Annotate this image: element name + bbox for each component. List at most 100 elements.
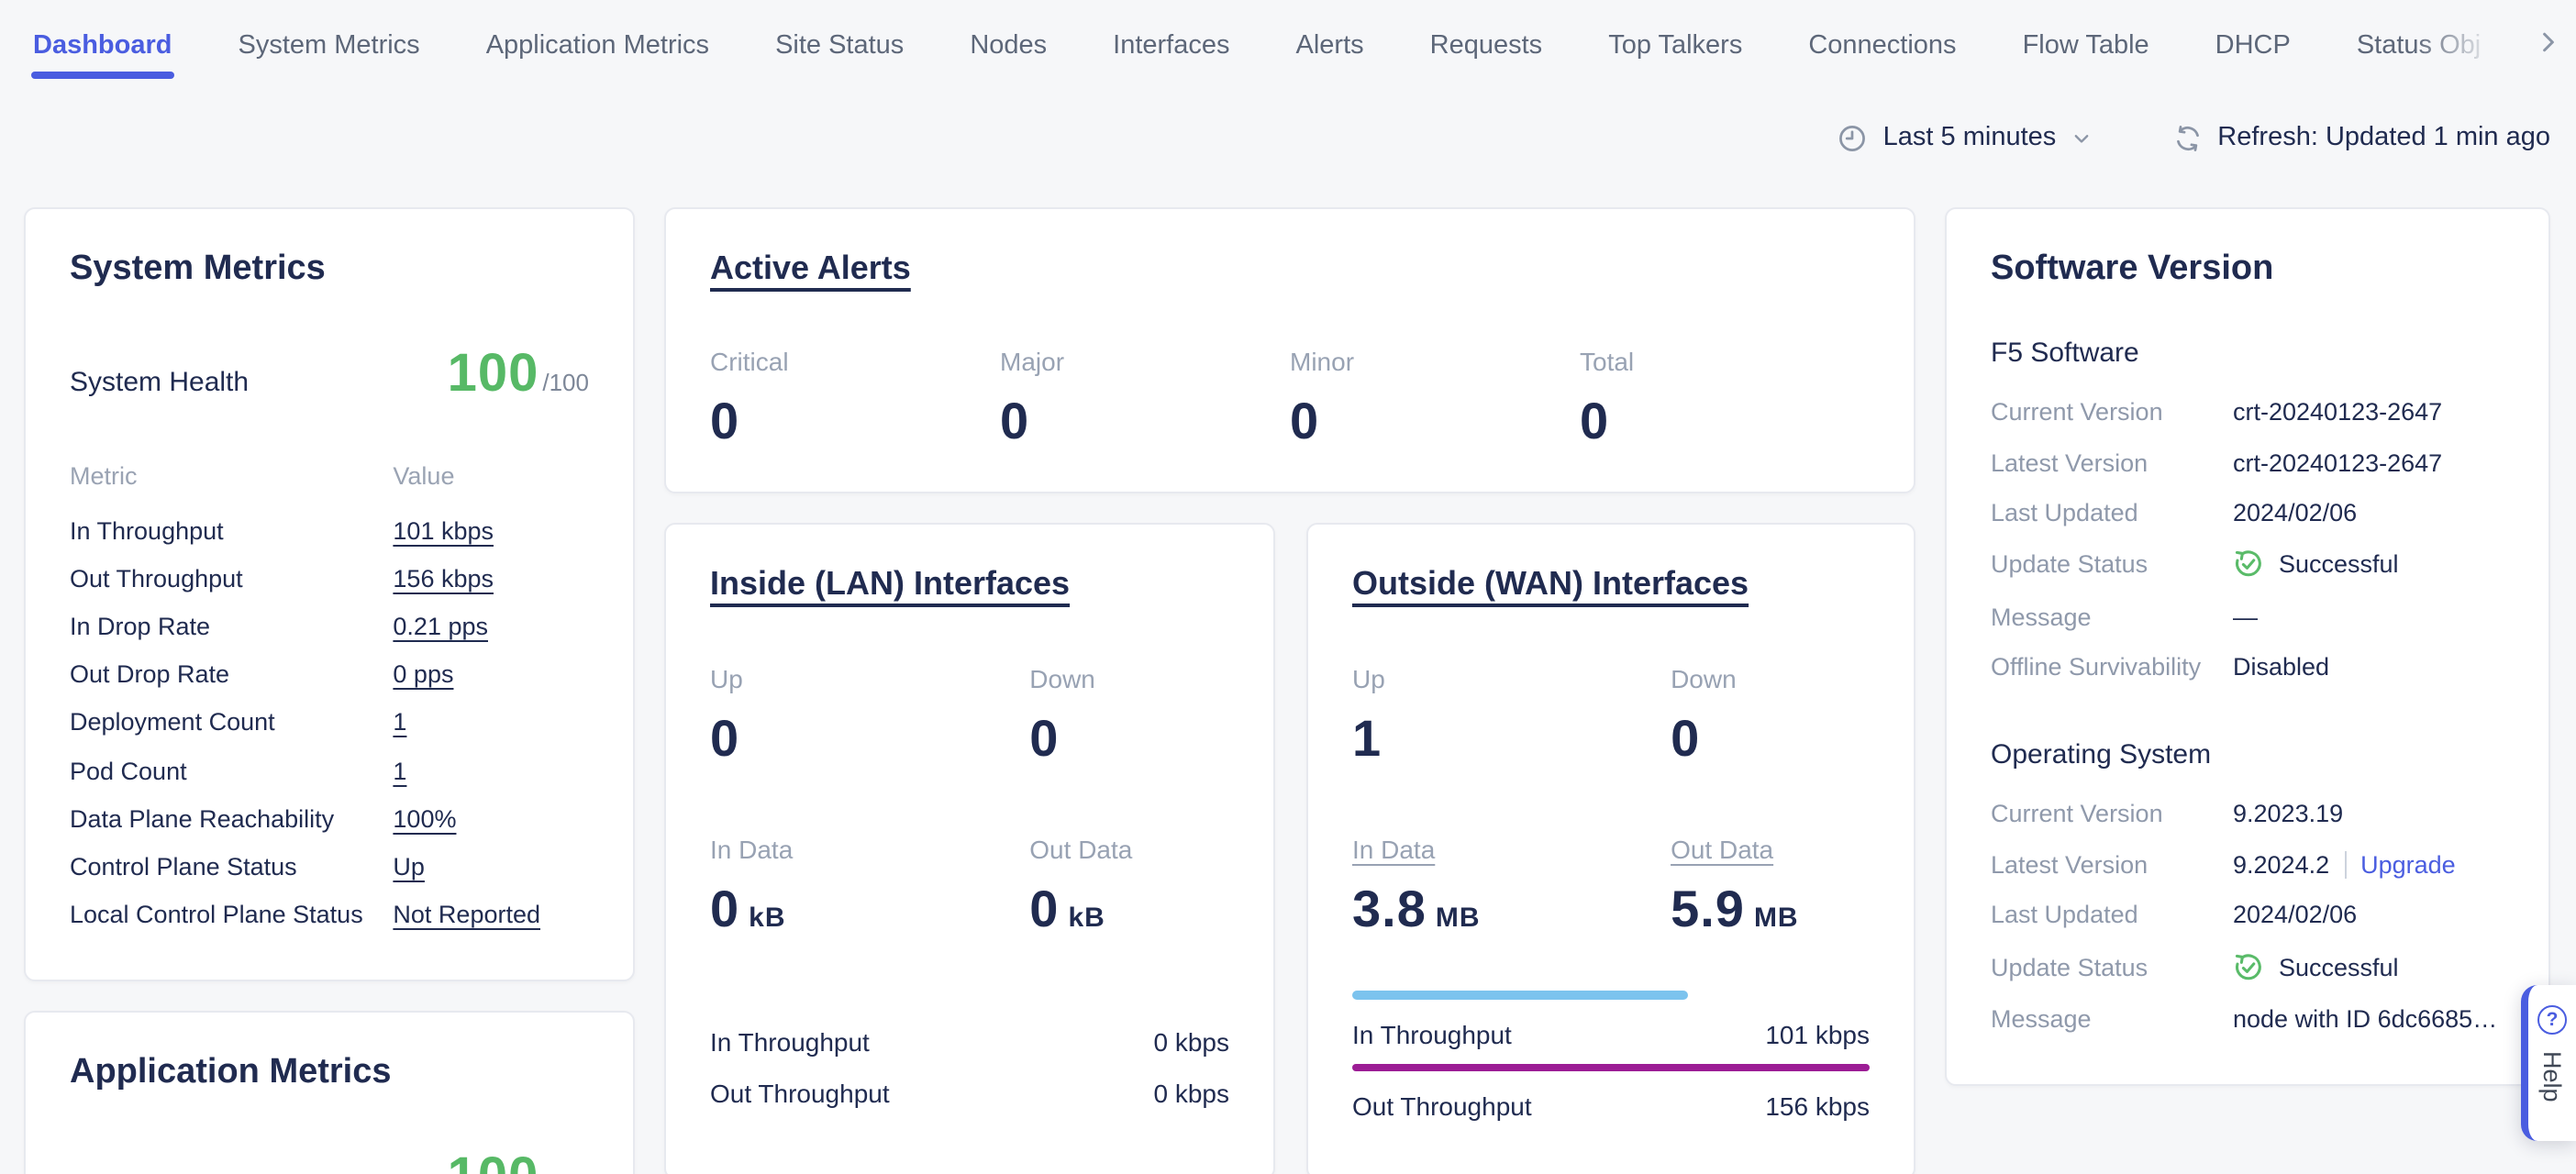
cards-grid: System Metrics System Health 100 /100 Me… [24,207,2576,1174]
current-version-row: Current Version 9.2023.19 [1991,800,2344,828]
tab-alerts[interactable]: Alerts [1295,30,1364,60]
metric-label: In Throughput [70,516,224,545]
table-row: In Throughput 101 kbps [70,506,589,554]
success-check-icon [2233,549,2264,581]
help-label: Help [2538,1051,2566,1102]
up-label: Up [1352,664,1385,693]
out-data-unit: MB [1753,903,1799,934]
lan-interfaces-card: Inside (LAN) Interfaces Up 0 Down 0 [664,523,1275,1174]
application-metrics-title: Application Metrics [70,1052,392,1091]
wan-up-down: Up 1 Down 0 [1352,664,1870,769]
refresh-label: Refresh: Updated 1 min ago [2217,123,2550,152]
wan-up-stat: Up 1 [1352,664,1671,769]
table-row: Control Plane Status Up [70,843,589,891]
down-label: Down [1671,664,1737,693]
metric-value-link[interactable]: 0.21 pps [393,612,488,640]
application-health-label: Application Health [70,1169,292,1174]
time-range-selector[interactable]: Last 5 minutes [1838,122,2092,153]
table-row: Deployment Count 1 [70,699,589,747]
lan-in-throughput-row: In Throughput 0 kbps [710,1016,1229,1068]
tab-system-metrics[interactable]: System Metrics [238,30,420,60]
minor-alerts-stat: Minor 0 [1290,347,1580,451]
down-value: 0 [1671,710,1701,767]
table-row: Pod Count 1 [70,747,589,794]
help-tab[interactable]: ? Help [2521,985,2576,1141]
update-status-row: Update Status Successful [1991,549,2399,581]
metric-value-link[interactable]: Not Reported [393,901,540,929]
out-data-unit: kB [1068,903,1105,934]
wan-data: In Data 3.8 MB Out Data 5.9 MB [1352,835,1870,939]
wan-out-throughput-row: Out Throughput 156 kbps [1352,1088,1870,1135]
critical-alerts-stat: Critical 0 [710,347,1000,451]
tab-dashboard[interactable]: Dashboard [31,3,174,82]
tab-connections[interactable]: Connections [1808,30,1957,60]
f5-software-rows: Current Version crt-20240123-2647 Latest… [1991,387,2504,692]
in-throughput-label: In Throughput [710,1027,870,1057]
system-health-label: System Health [70,367,250,398]
tab-site-status[interactable]: Site Status [775,30,905,60]
success-check-icon [2233,951,2264,982]
refresh-control[interactable]: Refresh: Updated 1 min ago [2171,122,2550,153]
in-data-link[interactable]: In Data [1352,835,1436,864]
tab-requests[interactable]: Requests [1429,30,1543,60]
metric-value-link[interactable]: 101 kbps [393,516,494,545]
wan-in-throughput-row: In Throughput 101 kbps [1352,1015,1870,1063]
application-health-max: /100 [542,1171,589,1174]
system-health-score: 100 /100 [448,345,589,405]
metric-label: Pod Count [70,757,187,785]
tab-nodes[interactable]: Nodes [970,30,1048,60]
metric-value-link[interactable]: 0 pps [393,660,454,689]
current-version-row: Current Version crt-20240123-2647 [1991,398,2443,426]
wan-in-data-stat: In Data 3.8 MB [1352,835,1671,939]
out-throughput-label: Out Throughput [1352,1091,1532,1121]
metric-label: Data Plane Reachability [70,804,335,833]
chevron-down-icon [2071,127,2091,148]
lan-throughput-rows: In Throughput 0 kbps Out Throughput 0 kb… [710,1016,1229,1119]
metric-label: Local Control Plane Status [70,901,363,929]
wan-title-link[interactable]: Outside (WAN) Interfaces [1352,565,1749,602]
lan-data: In Data 0 kB Out Data 0 kB [710,835,1229,939]
table-row: Data Plane Reachability 100% [70,794,589,842]
out-throughput-value: 156 kbps [1765,1091,1870,1121]
metric-value-link[interactable]: 156 kbps [393,564,494,593]
nav-scroll-right-button[interactable] [2536,0,2561,84]
up-label: Up [710,664,743,693]
out-throughput-label: Out Throughput [710,1079,890,1108]
message-row: Message — [1991,603,2258,631]
tab-application-metrics[interactable]: Application Metrics [485,30,710,60]
upgrade-link[interactable]: Upgrade [2360,850,2456,879]
out-data-link[interactable]: Out Data [1671,835,1774,864]
critical-label: Critical [710,347,789,376]
update-status-row: Update Status Successful [1991,951,2399,982]
tab-dhcp[interactable]: DHCP [2215,30,2291,60]
active-alerts-card: Active Alerts Critical 0 Major 0 Minor 0 [664,207,1915,493]
system-metrics-title: System Metrics [70,249,326,288]
system-metrics-table: Metric Value In Throughput 101 kbps Out T… [70,453,589,938]
metric-value-link[interactable]: Up [393,852,425,880]
operating-system-rows: Current Version 9.2023.19 Latest Version… [1991,790,2504,1045]
lan-in-data-stat: In Data 0 kB [710,835,1029,939]
in-throughput-label: In Throughput [1352,1019,1512,1048]
question-mark-icon: ? [2537,1005,2567,1035]
lan-title-link[interactable]: Inside (LAN) Interfaces [710,565,1071,602]
minor-value: 0 [1290,393,1320,449]
application-metrics-card: Application Metrics Application Health 1… [24,1010,635,1174]
out-data-label: Out Data [1029,835,1133,864]
total-alerts-stat: Total 0 [1580,347,1870,451]
nav-tab-list: Dashboard System Metrics Application Met… [31,0,2482,84]
tab-status-objects[interactable]: Status Obj [2356,30,2482,60]
metric-value-link[interactable]: 100% [393,804,457,833]
clock-icon [1838,122,1869,153]
tab-flow-table[interactable]: Flow Table [2022,30,2149,60]
metric-value-link[interactable]: 1 [393,757,407,785]
metric-value-link[interactable]: 1 [393,708,407,737]
offline-survivability-row: Offline Survivability Disabled [1991,653,2330,681]
system-metrics-card: System Metrics System Health 100 /100 Me… [24,207,635,981]
system-health-max: /100 [542,369,589,396]
in-throughput-bar-track [1352,991,1870,999]
tab-interfaces[interactable]: Interfaces [1113,30,1230,60]
tab-top-talkers[interactable]: Top Talkers [1608,30,1743,60]
active-alerts-title-link[interactable]: Active Alerts [710,249,911,286]
software-version-title: Software Version [1991,249,2274,288]
table-header: Metric Value [70,453,589,506]
